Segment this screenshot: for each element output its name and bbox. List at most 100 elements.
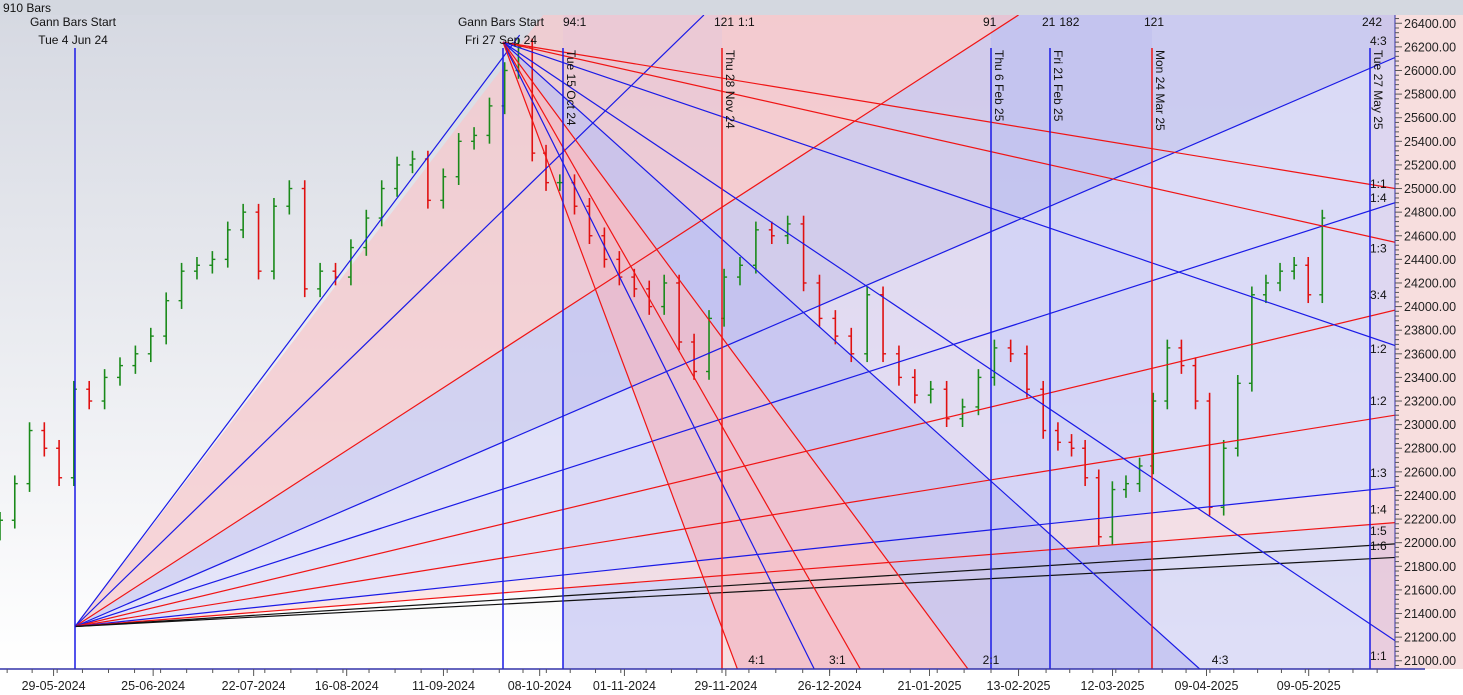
cycle-date-label: Tue 27 May 25 [1371, 50, 1385, 130]
price-bar [347, 239, 354, 286]
cycle-date-label: Thu 28 Nov 24 [723, 50, 737, 129]
price-bar [706, 310, 713, 380]
cycle-count-label: 1:1 [738, 15, 755, 29]
cycle-count-label: 182 [1059, 15, 1079, 29]
gann-start-date: Fri 27 Sep 24 [465, 33, 537, 47]
price-bar [471, 127, 478, 150]
price-tick-label: 23000.00 [1404, 418, 1456, 432]
fan-ratio-label: 1:3 [1370, 466, 1387, 480]
price-tick-label: 23600.00 [1404, 347, 1456, 361]
price-bar [1164, 339, 1171, 410]
price-tick-label: 25400.00 [1404, 135, 1456, 149]
date-tick-label: 25-06-2024 [121, 679, 185, 693]
price-bar [0, 511, 3, 541]
price-bar [132, 345, 139, 374]
price-bar [1262, 274, 1269, 304]
price-bar [101, 369, 108, 410]
price-bar [864, 286, 871, 363]
price-bar [1023, 345, 1030, 398]
price-bar [752, 221, 759, 274]
price-tick-label: 25000.00 [1404, 182, 1456, 196]
price-bar [927, 380, 934, 404]
fan-ratio-label: 1:5 [1370, 524, 1387, 538]
price-bar [1054, 422, 1061, 451]
price-bar [1095, 469, 1102, 546]
price-bar [116, 357, 123, 386]
gann-fan-line-blue [74, 34, 521, 627]
fan-ratio-label: 1:2 [1370, 342, 1387, 356]
cycle-date-label: Mon 24 Mar 25 [1153, 50, 1167, 131]
price-bar [56, 439, 63, 487]
price-bar [1234, 375, 1241, 457]
date-tick-label: 01-11-2024 [593, 679, 656, 693]
gann-fan-line-black [74, 556, 1395, 628]
date-axis[interactable]: 29-05-2024 25-06-2024 22-07-2024 16-08-2024… [0, 668, 1425, 693]
price-bar [1192, 357, 1199, 410]
price-bar [1040, 380, 1047, 439]
gann-fan-line-blue [74, 486, 1395, 628]
cycle-count-label: 21 [1042, 15, 1056, 29]
price-bar [209, 251, 216, 274]
price-tick-label: 21800.00 [1404, 560, 1456, 574]
gann-fan-line-blue [74, 202, 1395, 628]
cycle-lines [74, 48, 1371, 669]
gann-start-title: Gann Bars Start [30, 15, 117, 29]
price-bar [409, 150, 416, 174]
price-tick-label: 25200.00 [1404, 158, 1456, 172]
price-axis[interactable]: 21000.00 21200.00 21400.00 21600.00 21800.00… [1394, 15, 1456, 669]
price-bar [768, 221, 775, 245]
price-bars [0, 38, 1326, 546]
price-bar [784, 215, 791, 245]
price-tick-label: 24600.00 [1404, 229, 1456, 243]
price-bar [224, 221, 231, 268]
fan-ratio-label: 1:6 [1370, 539, 1387, 553]
price-bar [691, 333, 698, 380]
price-tick-label: 22600.00 [1404, 465, 1456, 479]
fan-ratio-label: 3:4 [1370, 288, 1387, 302]
price-bar [1007, 339, 1014, 363]
price-tick-label: 22200.00 [1404, 513, 1456, 527]
gann-start-date: Tue 4 Jun 24 [38, 33, 108, 47]
price-bar [1248, 286, 1255, 392]
gann-start-title: Gann Bars Start [458, 15, 545, 29]
fan-ratio-label: 4:3 [1212, 653, 1229, 667]
price-tick-label: 24400.00 [1404, 253, 1456, 267]
price-tick-label: 26200.00 [1404, 40, 1456, 54]
price-bar [1068, 434, 1075, 457]
price-bar [943, 380, 950, 427]
cycle-count-label: 121 [1144, 15, 1164, 29]
price-bar [848, 327, 855, 363]
cycle-date-label: Tue 15 Oct 24 [564, 50, 578, 126]
price-bar [586, 197, 593, 245]
price-tick-label: 21200.00 [1404, 631, 1456, 645]
price-bar [1109, 481, 1116, 546]
price-tick-label: 23200.00 [1404, 395, 1456, 409]
price-tick-label: 26400.00 [1404, 17, 1456, 31]
fan-ratio-label: 3:1 [829, 653, 846, 667]
chart-labels: Tue 15 Oct 24 Thu 28 Nov 24 Thu 6 Feb 25 Fr… [30, 15, 1387, 667]
date-tick-label: 08-10-2024 [508, 679, 572, 693]
date-tick-label: 29-05-2024 [22, 679, 86, 693]
date-tick-label: 09-04-2025 [1175, 679, 1239, 693]
price-bar [240, 203, 247, 239]
price-bar [832, 310, 839, 345]
gann-fan-line-red [74, 15, 1019, 628]
date-tick-label: 13-02-2025 [987, 679, 1051, 693]
gann-fan-line-blue [502, 41, 815, 669]
price-bar [317, 262, 324, 298]
gann-fan-line-red [502, 41, 1395, 190]
gann-fan-line-blue [502, 41, 1395, 642]
price-tick-label: 21000.00 [1404, 654, 1456, 668]
price-bar [363, 209, 370, 256]
gann-fan-line-black [74, 543, 1395, 628]
price-tick-label: 24800.00 [1404, 206, 1456, 220]
price-tick-label: 22400.00 [1404, 489, 1456, 503]
bar-count-label: 910 Bars [3, 1, 51, 15]
cycle-count-label: 121 [714, 15, 734, 29]
price-bar [11, 475, 18, 529]
price-tick-label: 22000.00 [1404, 536, 1456, 550]
price-bar [975, 369, 982, 416]
cycle-count-label: 242 [1362, 15, 1382, 29]
date-tick-label: 12-03-2025 [1081, 679, 1145, 693]
